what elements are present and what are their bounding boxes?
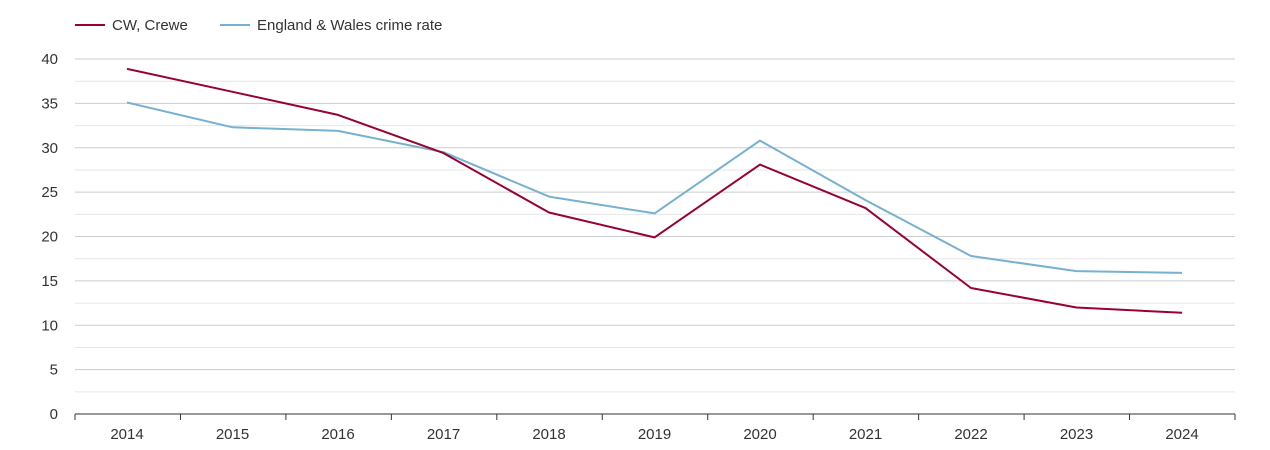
y-tick-label: 0 xyxy=(50,406,58,423)
x-tick-label: 2020 xyxy=(743,426,776,443)
x-tick-label: 2023 xyxy=(1060,426,1093,443)
legend-item-crewe[interactable]: CW, Crewe xyxy=(75,17,188,34)
y-tick-label: 25 xyxy=(41,184,58,201)
y-tick-label: 40 xyxy=(41,51,58,68)
legend-item-england-wales[interactable]: England & Wales crime rate xyxy=(220,17,442,34)
series xyxy=(126,67,1183,314)
series-line-crewe[interactable] xyxy=(126,67,1183,314)
x-tick-label: 2016 xyxy=(321,426,354,443)
gridlines xyxy=(75,58,1235,393)
x-tick-label: 2021 xyxy=(849,426,882,443)
y-tick-label: 15 xyxy=(41,273,58,290)
y-tick-label: 10 xyxy=(41,317,58,334)
x-tick-label: 2022 xyxy=(954,426,987,443)
legend: CW, Crewe England & Wales crime rate xyxy=(75,17,442,34)
y-tick-label: 5 xyxy=(50,362,58,379)
series-line-england-wales[interactable] xyxy=(126,101,1183,274)
y-tick-label: 35 xyxy=(41,95,58,112)
y-tick-label: 20 xyxy=(41,229,58,246)
x-tick-label: 2014 xyxy=(110,426,143,443)
x-tick-label: 2018 xyxy=(532,426,565,443)
y-axis-ticks: 0 5 10 15 20 25 30 35 40 xyxy=(41,51,58,423)
legend-label-crewe: CW, Crewe xyxy=(112,17,188,34)
x-tick-label: 2019 xyxy=(638,426,671,443)
y-tick-label: 30 xyxy=(41,140,58,157)
x-tick-label: 2024 xyxy=(1165,426,1198,443)
x-tick-label: 2015 xyxy=(216,426,249,443)
x-tick-label: 2017 xyxy=(427,426,460,443)
x-axis-ticks: 2014 2015 2016 2017 2018 2019 2020 2021 2022 2023… xyxy=(74,414,1236,443)
legend-label-england-wales: England & Wales crime rate xyxy=(257,17,442,34)
